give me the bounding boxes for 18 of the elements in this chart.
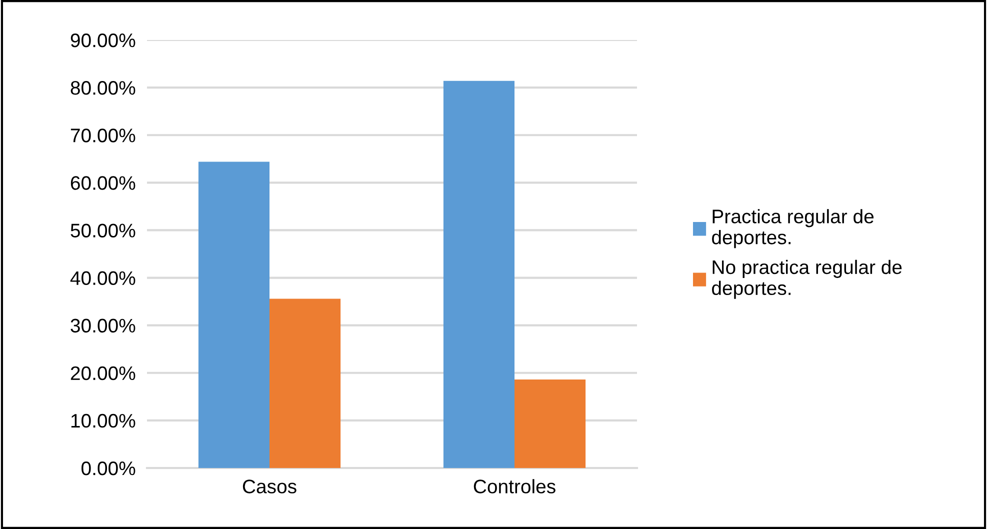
y-tick-label: 90.00% bbox=[70, 33, 136, 48]
x-tick-label: Controles bbox=[474, 479, 556, 494]
x-tick-label: Casos bbox=[242, 480, 296, 494]
y-tick-label: 80.00% bbox=[70, 81, 136, 95]
bar bbox=[514, 380, 586, 468]
y-tick-label: 10.00% bbox=[71, 414, 136, 428]
bar bbox=[270, 298, 341, 468]
legend-label: Practica regular de deportes. bbox=[712, 209, 874, 248]
y-tick-label: 60.00% bbox=[70, 176, 136, 190]
bar bbox=[443, 80, 514, 468]
y-tick-label: 30.00% bbox=[70, 318, 136, 333]
y-tick-label: 20.00% bbox=[70, 366, 136, 380]
bar bbox=[198, 162, 270, 468]
y-tick-label: 40.00% bbox=[70, 271, 136, 286]
y-tick-label: 0.00% bbox=[82, 461, 136, 476]
y-tick-label: 70.00% bbox=[70, 128, 136, 142]
y-tick-label: 50.00% bbox=[70, 224, 136, 238]
legend-label: No practica regular de deportes. bbox=[712, 260, 902, 299]
